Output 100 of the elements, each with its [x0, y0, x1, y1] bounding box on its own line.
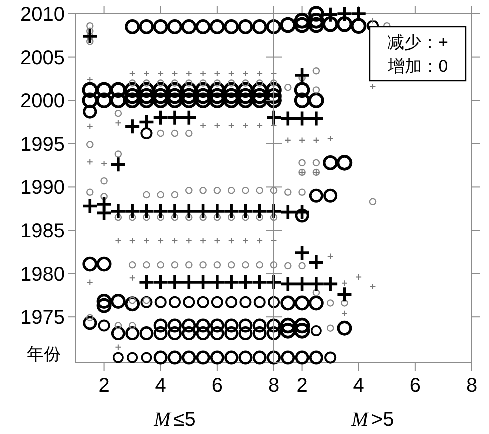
point [237, 203, 254, 220]
point [209, 274, 226, 291]
point [86, 123, 94, 130]
point [138, 274, 156, 291]
point [284, 137, 292, 144]
point [96, 204, 113, 222]
point [124, 118, 141, 135]
point [194, 203, 212, 220]
y-tick-label: 1975 [20, 307, 65, 330]
point [299, 137, 306, 144]
point [129, 70, 136, 77]
point [336, 286, 354, 303]
point [280, 204, 297, 221]
point [294, 110, 311, 128]
point [223, 203, 240, 220]
point [322, 6, 339, 24]
point [336, 6, 354, 22]
x-tick-label: 8 [466, 375, 478, 397]
point [200, 122, 207, 129]
y-tick-label: 1995 [20, 134, 65, 156]
point [214, 70, 221, 77]
point [129, 238, 136, 244]
point [308, 276, 325, 293]
point [256, 238, 264, 244]
y-tick-label: 1980 [20, 264, 65, 286]
point [214, 122, 221, 129]
point [110, 203, 127, 220]
point [129, 274, 136, 282]
point [86, 158, 94, 166]
point [194, 274, 212, 291]
point [256, 70, 264, 77]
point [115, 238, 122, 244]
point [101, 160, 108, 168]
point [86, 76, 94, 84]
point [172, 238, 178, 244]
point [180, 274, 198, 291]
point [308, 254, 325, 271]
point [242, 70, 249, 77]
point [186, 238, 192, 244]
point [370, 18, 376, 24]
point [242, 238, 249, 244]
y-axis-title: 年份 [27, 345, 61, 364]
point [327, 253, 334, 260]
x-tick-label: 6 [212, 375, 223, 397]
point [322, 276, 339, 293]
point [266, 110, 282, 126]
point [115, 344, 122, 351]
point [242, 122, 249, 129]
point [110, 156, 127, 174]
point [166, 274, 184, 291]
y-tick-label: 1990 [20, 177, 65, 200]
point [143, 70, 150, 77]
x-tick-label: 8 [268, 375, 280, 397]
point [180, 203, 198, 220]
point [214, 238, 221, 244]
x-axis-title: M≤5 [153, 409, 196, 431]
point [82, 28, 99, 45]
point [223, 274, 240, 291]
point [200, 70, 207, 77]
point [294, 67, 311, 84]
point [228, 238, 235, 244]
x-tick-label: 4 [155, 375, 166, 397]
y-tick-label: 2005 [20, 47, 65, 70]
point [166, 110, 184, 126]
point [341, 310, 348, 317]
x-tick-label: 6 [410, 375, 421, 397]
point [370, 84, 376, 90]
point [152, 203, 170, 220]
point [313, 137, 320, 144]
point [228, 70, 235, 77]
point [172, 70, 178, 77]
y-tick-label: 2010 [20, 4, 65, 26]
point [294, 204, 311, 221]
x-tick-label: 2 [296, 375, 308, 397]
annotation: 减少：+ [388, 33, 449, 52]
point [115, 120, 122, 126]
y-tick-label: 2000 [20, 90, 65, 113]
point [266, 203, 282, 220]
point [308, 110, 325, 128]
point [327, 135, 334, 142]
x-axis-title: M>5 [350, 409, 394, 431]
annotation: 增加：0 [386, 57, 448, 76]
point [138, 203, 156, 220]
point [82, 198, 99, 215]
point [251, 203, 268, 220]
point [356, 274, 362, 280]
point [152, 274, 170, 291]
point [294, 244, 311, 262]
point [158, 238, 164, 244]
point [124, 203, 141, 220]
point [143, 238, 150, 244]
point [158, 70, 164, 77]
point [280, 110, 297, 128]
point [280, 276, 297, 293]
x-tick-label: 2 [98, 375, 110, 397]
x-tick-label: 4 [353, 375, 364, 397]
point [237, 274, 254, 291]
point [251, 274, 268, 291]
point [228, 122, 235, 129]
point [152, 110, 170, 126]
